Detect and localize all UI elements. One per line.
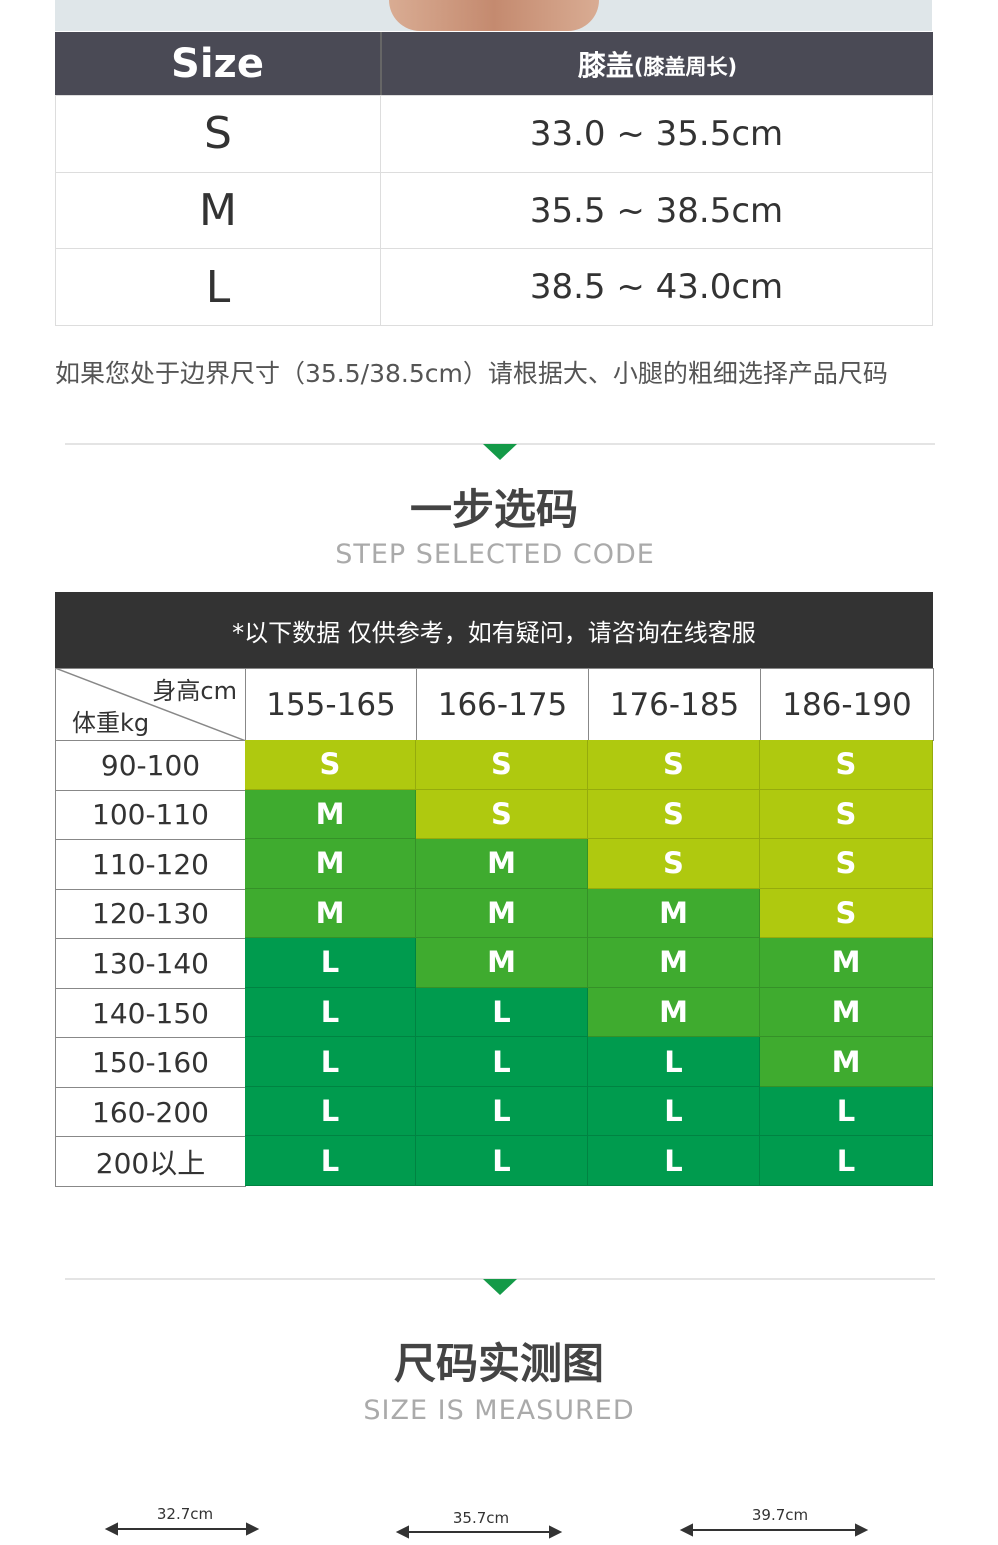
size-result: S xyxy=(760,789,933,840)
size-result: L xyxy=(760,1086,933,1137)
size-result: S xyxy=(588,839,760,889)
size-result: M xyxy=(245,789,416,840)
knee-skin xyxy=(388,0,599,31)
measure-label: 39.7cm xyxy=(751,1506,809,1524)
corner-diagonal xyxy=(55,668,246,741)
size-result: M xyxy=(588,888,760,939)
size-result: S xyxy=(760,888,933,939)
size-result: S xyxy=(588,740,760,790)
size-result: M xyxy=(416,888,588,939)
size-result: L xyxy=(245,987,416,1038)
size-result: L xyxy=(245,938,416,988)
size-result: L xyxy=(416,1136,588,1186)
size-cell: L xyxy=(55,248,381,327)
section-subtitle: SIZE IS MEASURED xyxy=(363,1394,635,1426)
size-result: M xyxy=(416,839,588,889)
size-result: S xyxy=(416,740,588,790)
size-result: S xyxy=(588,789,760,840)
range-cell: 38.5 ~ 43.0cm xyxy=(380,248,933,327)
size-result: M xyxy=(760,938,933,988)
header-cell: Size xyxy=(55,32,380,95)
size-result: L xyxy=(245,1136,416,1186)
size-result: M xyxy=(760,987,933,1038)
corner-bottom: 体重kg xyxy=(72,709,150,737)
weight-cell: 160-200 xyxy=(55,1086,246,1138)
size-result: M xyxy=(588,938,760,988)
header-cell: 膝盖 (膝盖周长) xyxy=(380,32,933,95)
size-result: M xyxy=(245,888,416,939)
weight-cell: 120-130 xyxy=(55,888,246,940)
weight-cell: 90-100 xyxy=(55,740,246,791)
corner-cell: 身高cm 体重kg xyxy=(55,668,246,741)
range-cell: 33.0 ~ 35.5cm xyxy=(380,95,933,173)
size-result: L xyxy=(588,1136,760,1186)
header-note: (膝盖周长) xyxy=(633,54,738,79)
size-result: L xyxy=(245,1086,416,1137)
size-result: M xyxy=(760,1037,933,1087)
weight-cell: 200以上 xyxy=(55,1136,246,1187)
size-result: S xyxy=(416,789,588,840)
size-result: L xyxy=(416,1086,588,1137)
weight-cell: 150-160 xyxy=(55,1037,246,1088)
header-part: 膝盖 xyxy=(577,48,634,82)
divider-arrow xyxy=(483,1279,517,1295)
size-result: M xyxy=(588,987,760,1038)
measure-label: 35.7cm xyxy=(452,1509,510,1527)
size-result: L xyxy=(245,1037,416,1087)
size-result: S xyxy=(760,839,933,889)
size-result: S xyxy=(760,740,933,790)
height-header: 155-165 xyxy=(245,668,417,741)
size-result: L xyxy=(760,1136,933,1186)
range-cell: 35.5 ~ 38.5cm xyxy=(380,171,933,250)
height-header: 176-185 xyxy=(588,668,761,741)
measure-label: 32.7cm xyxy=(156,1505,214,1523)
weight-cell: 110-120 xyxy=(55,839,246,890)
weight-cell: 100-110 xyxy=(55,789,246,841)
divider-arrow xyxy=(483,444,517,460)
height-header: 166-175 xyxy=(416,668,589,741)
product-photo xyxy=(55,0,932,31)
size-result: L xyxy=(416,987,588,1038)
chart-notice: *以下数据 仅供参考，如有疑问，请咨询在线客服 xyxy=(55,592,933,668)
size-result: S xyxy=(245,740,416,790)
size-result: L xyxy=(588,1037,760,1087)
note: 如果您处于边界尺寸（35.5/38.5cm）请根据大、小腿的粗细选择产品尺码 xyxy=(55,359,888,388)
corner-top: 身高cm xyxy=(152,677,237,705)
weight-cell: 130-140 xyxy=(55,938,246,989)
size-cell: S xyxy=(55,95,381,173)
size-result: M xyxy=(245,839,416,889)
size-result: L xyxy=(588,1086,760,1137)
size-result: L xyxy=(416,1037,588,1087)
section-title: 尺码实测图 xyxy=(393,1338,604,1388)
size-cell: M xyxy=(55,171,381,250)
height-header: 186-190 xyxy=(760,668,934,741)
section-subtitle: STEP SELECTED CODE xyxy=(335,538,655,570)
weight-cell: 140-150 xyxy=(55,987,246,1039)
size-result: M xyxy=(416,938,588,988)
section-title: 一步选码 xyxy=(409,484,578,534)
